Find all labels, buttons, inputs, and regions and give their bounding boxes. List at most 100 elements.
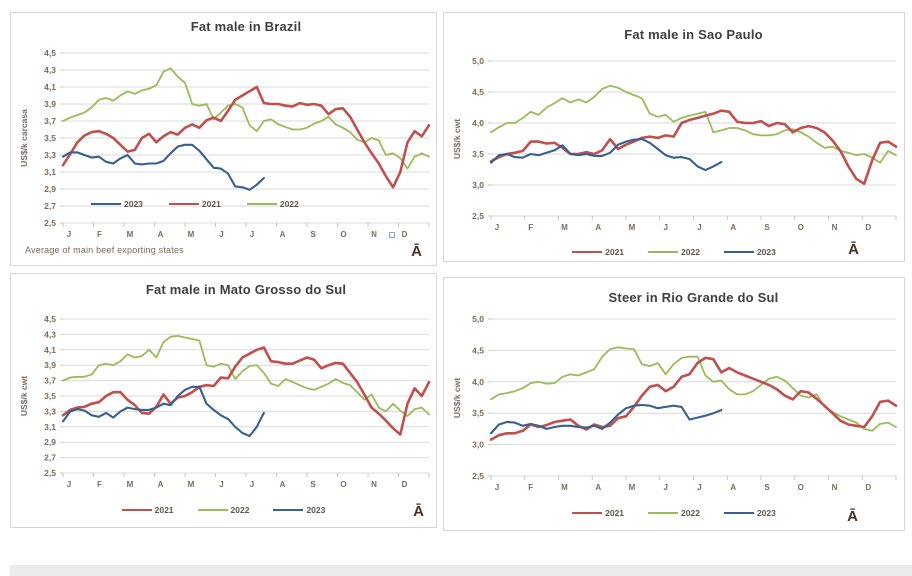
legend-swatch: [648, 512, 679, 514]
series-line-2023: [61, 385, 265, 438]
x-month-label: J: [219, 480, 223, 489]
series-line-2023: [489, 138, 723, 172]
x-month-label: O: [340, 480, 346, 489]
y-tick-label: 3,5: [472, 408, 484, 418]
plot-area: 5,0 4,5 4,0 3,5 3,0 2,5 J F M A M J J A S O N D: [472, 56, 898, 232]
x-month-label: F: [97, 480, 102, 489]
x-month-label: D: [865, 483, 871, 492]
x-month-label: A: [158, 230, 164, 239]
legend-item-2023: 2023: [723, 508, 776, 518]
x-month-label: N: [832, 223, 838, 232]
x-month-label: M: [127, 230, 134, 239]
y-tick-label: 4,0: [472, 118, 484, 128]
chart-title: Fat male in Brazil: [190, 19, 302, 34]
legend-swatch: [572, 511, 603, 515]
y-tick-label: 2,9: [44, 184, 56, 194]
y-tick-label: 5,0: [472, 314, 484, 324]
x-month-label: J: [67, 480, 71, 489]
x-month-label: D: [402, 480, 408, 489]
x-month-label: S: [764, 223, 770, 232]
x-month-label: M: [629, 223, 636, 232]
x-month-label: J: [697, 483, 701, 492]
legend-item-2022: 2022: [648, 508, 700, 518]
broken-image-icon: [389, 232, 395, 238]
y-tick-label: 4,5: [44, 314, 56, 324]
x-month-label: M: [127, 480, 134, 489]
x-month-label: A: [280, 230, 286, 239]
series-line-2021: [61, 346, 431, 436]
chart-panel-sao-paulo: Fat male in Sao Paulo US$/k cwt 5,0 4,5 4,…: [443, 12, 905, 262]
legend: 2021 2022 2023: [444, 508, 904, 518]
x-month-label: S: [310, 230, 316, 239]
series-line-2022: [62, 67, 430, 170]
y-tick-label: 2,5: [472, 211, 484, 221]
y-tick-label: 4,3: [44, 65, 56, 75]
series-line-2023: [61, 143, 265, 191]
legend-swatch: [91, 202, 121, 206]
x-month-label: S: [764, 483, 770, 492]
x-month-label: J: [219, 230, 223, 239]
x-month-label: J: [664, 223, 668, 232]
y-tick-label: 2,9: [44, 437, 56, 447]
chart-footnote: Average of main beef exporting states: [25, 245, 184, 255]
legend-label: 2023: [306, 505, 326, 515]
y-tick-label: 3,0: [472, 440, 484, 450]
y-tick-label: 3,5: [44, 391, 56, 401]
x-month-label: O: [798, 223, 804, 232]
legend-item-2021: 2021: [168, 199, 221, 209]
placeholder-glyph: Ā: [848, 241, 859, 258]
x-month-label: M: [561, 223, 568, 232]
y-tick-label: 3,7: [44, 116, 56, 126]
y-tick-label: 4,1: [44, 345, 56, 355]
legend-label: 2023: [756, 247, 776, 257]
series-line-2021: [489, 356, 898, 441]
legend-item-2021: 2021: [572, 508, 624, 518]
y-tick-label: 4,5: [472, 87, 484, 97]
x-month-label: F: [97, 230, 102, 239]
legend-item-2021: 2021: [572, 247, 624, 257]
placeholder-glyph: Ā: [413, 503, 424, 520]
x-month-label: A: [158, 480, 164, 489]
y-tick-label: 3,3: [44, 406, 56, 416]
legend-label: 2022: [230, 505, 250, 515]
x-month-label: N: [832, 483, 838, 492]
y-tick-label: 2,5: [44, 218, 56, 228]
x-month-label: J: [495, 483, 499, 492]
chart-title: Fat male in Sao Paulo: [624, 27, 763, 42]
legend-item-2022: 2022: [197, 505, 250, 515]
y-tick-label: 3,0: [472, 180, 484, 190]
y-tick-label: 2,7: [44, 453, 56, 463]
legend-swatch: [273, 508, 304, 512]
y-tick-label: 2,7: [44, 201, 56, 211]
legend-item-2022: 2022: [648, 247, 700, 257]
legend-item-2023: 2023: [91, 199, 143, 209]
chart-panel-brazil: Fat male in Brazil US$/k carcasa 4,5 4,3 4…: [10, 12, 437, 266]
y-tick-label: 4,5: [472, 345, 484, 355]
x-month-label: A: [730, 483, 736, 492]
plot-area: 4,5 4,3 4,1 3,9 3,7 3,5 3,3 3,1 2,9 2,7 2,5 J F M A M J J…: [44, 314, 431, 489]
x-month-label: F: [528, 223, 533, 232]
x-month-label: M: [188, 480, 195, 489]
x-month-label: D: [402, 230, 408, 239]
legend-swatch: [246, 203, 277, 205]
x-month-label: J: [250, 230, 254, 239]
legend-item-2023: 2023: [273, 505, 325, 515]
legend-label: 2021: [201, 199, 221, 209]
y-tick-label: 3,1: [44, 167, 56, 177]
y-tick-label: 4,0: [472, 377, 484, 387]
x-month-label: A: [730, 223, 736, 232]
legend-label: 2022: [681, 247, 700, 257]
series-line-2021: [489, 109, 898, 186]
y-tick-label: 3,7: [44, 376, 56, 386]
plot-area: 4,5 4,3 4,1 3,9 3,7 3,5 3,3 3,1 2,9 2,7 2,5 J F M A M J J…: [44, 48, 431, 239]
y-tick-label: 2,5: [472, 471, 484, 481]
legend: 2021 2022 2023: [11, 505, 436, 515]
x-month-label: J: [697, 223, 701, 232]
y-tick-label: 4,1: [44, 82, 56, 92]
legend-swatch: [648, 251, 679, 253]
y-tick-label: 3,9: [44, 99, 56, 109]
horizontal-scrollbar[interactable]: [10, 565, 912, 576]
y-tick-label: 3,3: [44, 150, 56, 160]
legend-label: 2023: [756, 508, 776, 518]
placeholder-glyph: Ā: [411, 243, 422, 260]
